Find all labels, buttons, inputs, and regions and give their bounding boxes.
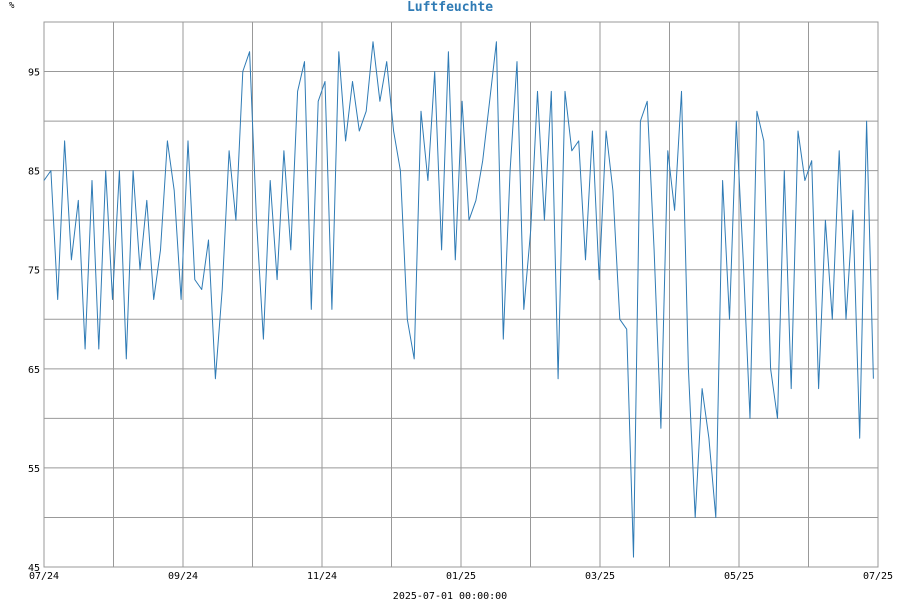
y-tick-label: 95 <box>28 68 40 79</box>
plot-frame <box>43 21 879 568</box>
x-tick-label: 03/25 <box>585 571 615 582</box>
x-tick-label: 11/24 <box>307 571 337 582</box>
y-axis-unit-label: % <box>9 1 15 11</box>
x-tick-label: 05/25 <box>724 571 754 582</box>
chart-title: Luftfeuchte <box>407 0 493 15</box>
series-layer <box>43 41 874 558</box>
y-axis-ticks: 45 55 65 75 85 95 <box>28 68 40 574</box>
y-tick-label: 65 <box>28 365 40 376</box>
x-axis-ticks: 07/24 09/24 11/24 01/25 03/25 05/25 07/25 <box>29 571 893 582</box>
y-tick-label: 45 <box>28 563 40 574</box>
x-tick-label: 07/24 <box>29 571 59 582</box>
series-line <box>43 41 874 558</box>
y-tick-label: 85 <box>28 167 40 178</box>
chart-grid <box>44 22 878 567</box>
y-tick-label: 75 <box>28 266 40 277</box>
x-tick-label: 07/25 <box>863 571 893 582</box>
x-tick-label: 01/25 <box>446 571 476 582</box>
x-tick-label: 09/24 <box>168 571 198 582</box>
timestamp-footer: 2025-07-01 00:00:00 <box>393 591 507 600</box>
y-tick-label: 55 <box>28 464 40 475</box>
